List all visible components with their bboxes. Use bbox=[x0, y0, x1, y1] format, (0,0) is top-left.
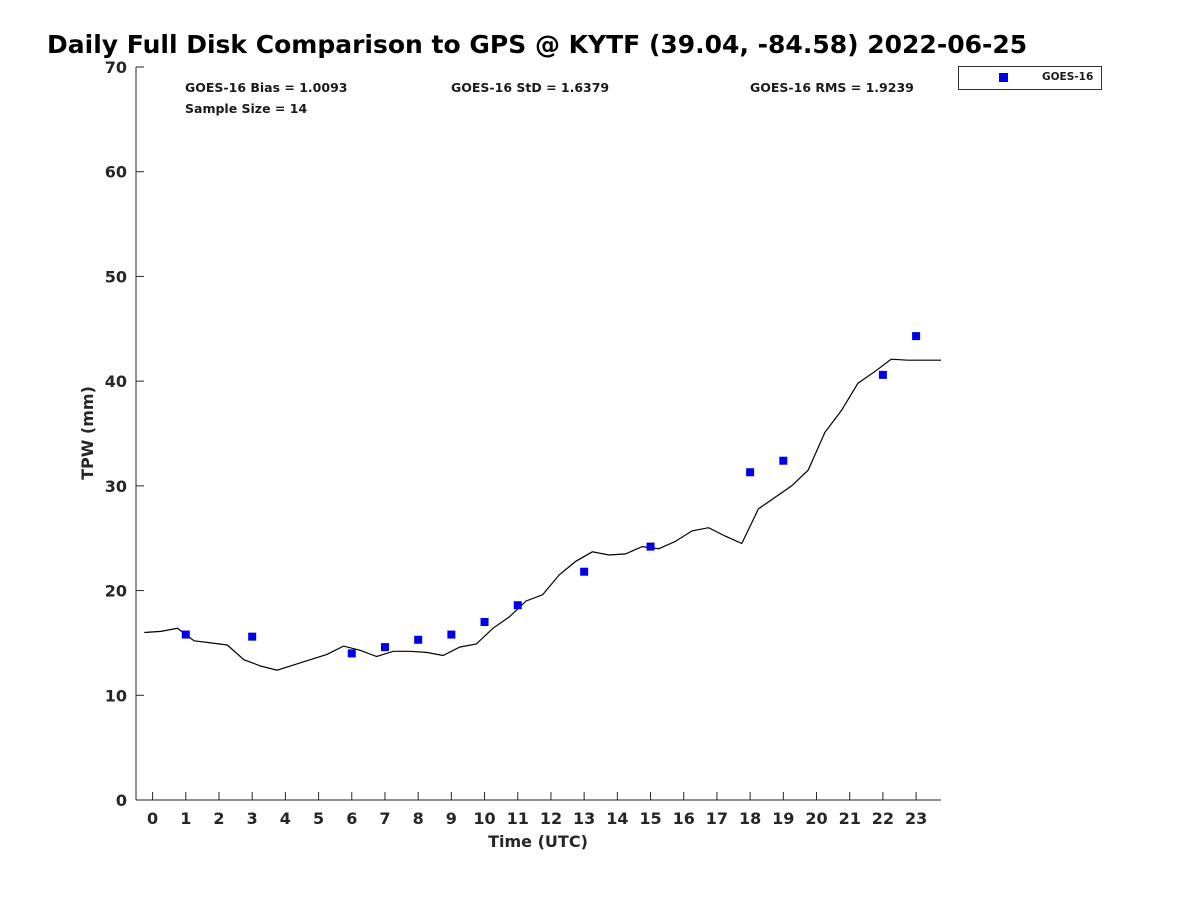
goes-16-point bbox=[380, 643, 389, 652]
goes-16-point bbox=[912, 332, 921, 341]
goes-16-point bbox=[347, 649, 356, 658]
y-tick-label: 10 bbox=[105, 686, 127, 705]
goes-16-point bbox=[447, 630, 456, 639]
y-tick-label: 60 bbox=[105, 163, 127, 182]
x-tick-label: 21 bbox=[839, 809, 861, 828]
x-tick-label: 0 bbox=[147, 809, 158, 828]
x-tick-label: 23 bbox=[905, 809, 927, 828]
x-tick-label: 11 bbox=[507, 809, 529, 828]
bias-stat: GOES-16 Bias = 1.0093 bbox=[185, 80, 348, 95]
goes-16-point bbox=[248, 632, 257, 641]
legend-label-goes-16: GOES-16 bbox=[1042, 71, 1094, 83]
x-tick-label: 5 bbox=[313, 809, 324, 828]
x-tick-label: 18 bbox=[739, 809, 761, 828]
x-tick-label: 19 bbox=[772, 809, 794, 828]
chart-title: Daily Full Disk Comparison to GPS @ KYTF… bbox=[47, 30, 1028, 59]
x-tick-label: 10 bbox=[473, 809, 495, 828]
x-tick-label: 14 bbox=[606, 809, 628, 828]
goes-16-scatter-series bbox=[181, 332, 921, 658]
rms-stat: GOES-16 RMS = 1.9239 bbox=[750, 80, 914, 95]
y-tick-label: 50 bbox=[105, 267, 127, 286]
axes bbox=[135, 67, 941, 801]
x-tick-label: 20 bbox=[805, 809, 827, 828]
gps-line-series bbox=[144, 358, 941, 671]
y-tick-label: 0 bbox=[116, 791, 127, 810]
x-tick-label: 4 bbox=[280, 809, 291, 828]
legend: GOES-16 bbox=[958, 66, 1102, 90]
goes-16-point bbox=[646, 542, 655, 551]
x-axis-ticks: 0 1 2 3 4 5 6 7 8 9 10 11 12 13 14 15 16 17 18 19 20 21 22 23 bbox=[147, 792, 927, 828]
x-tick-label: 7 bbox=[379, 809, 390, 828]
x-tick-label: 15 bbox=[639, 809, 661, 828]
goes-16-point bbox=[414, 635, 423, 644]
x-tick-label: 13 bbox=[573, 809, 595, 828]
y-tick-label: 70 bbox=[105, 58, 127, 77]
std-stat: GOES-16 StD = 1.6379 bbox=[451, 80, 610, 95]
gps-tpw-line bbox=[144, 358, 941, 671]
goes-16-point bbox=[580, 567, 589, 576]
y-tick-label: 40 bbox=[105, 372, 127, 391]
goes-16-point bbox=[878, 370, 887, 379]
x-axis-label: Time (UTC) bbox=[488, 832, 588, 851]
x-tick-label: 9 bbox=[446, 809, 457, 828]
goes-16-point bbox=[779, 456, 788, 465]
x-tick-label: 22 bbox=[872, 809, 894, 828]
x-tick-label: 12 bbox=[540, 809, 562, 828]
goes-16-point bbox=[513, 601, 522, 610]
legend-marker-goes-16 bbox=[999, 73, 1008, 82]
y-tick-label: 20 bbox=[105, 582, 127, 601]
sample-size-stat: Sample Size = 14 bbox=[185, 101, 308, 116]
x-tick-label: 6 bbox=[346, 809, 357, 828]
goes-16-point bbox=[746, 468, 755, 477]
goes-16-point bbox=[181, 630, 190, 639]
y-axis-label: TPW (mm) bbox=[78, 386, 97, 480]
y-tick-label: 30 bbox=[105, 477, 127, 496]
y-axis-ticks: 0 10 20 30 40 50 60 70 bbox=[105, 58, 144, 810]
x-tick-label: 1 bbox=[180, 809, 191, 828]
x-tick-label: 8 bbox=[413, 809, 424, 828]
goes-16-point bbox=[480, 617, 489, 626]
x-tick-label: 3 bbox=[247, 809, 258, 828]
x-tick-label: 17 bbox=[706, 809, 728, 828]
x-tick-label: 2 bbox=[213, 809, 224, 828]
x-tick-label: 16 bbox=[673, 809, 695, 828]
